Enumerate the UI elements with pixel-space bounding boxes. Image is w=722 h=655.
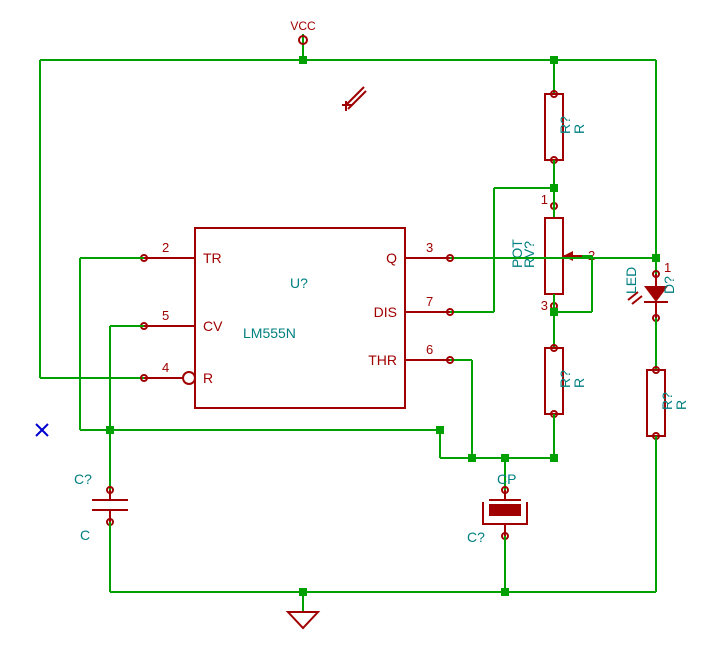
svg-text:CP: CP: [497, 471, 516, 487]
svg-text:C?: C?: [467, 529, 485, 545]
svg-text:THR: THR: [368, 352, 397, 368]
svg-text:D?: D?: [661, 276, 677, 294]
svg-text:TR: TR: [203, 250, 222, 266]
svg-text:R: R: [673, 400, 689, 410]
svg-text:R: R: [571, 378, 587, 388]
svg-text:POT: POT: [509, 239, 525, 268]
svg-text:U?: U?: [290, 275, 308, 291]
svg-text:C: C: [80, 527, 90, 543]
svg-text:VCC: VCC: [290, 19, 316, 33]
svg-text:LED: LED: [623, 267, 639, 294]
svg-text:LM555N: LM555N: [243, 325, 296, 341]
svg-text:R: R: [203, 370, 213, 386]
svg-text:6: 6: [426, 342, 433, 357]
svg-text:4: 4: [162, 360, 169, 375]
svg-text:2: 2: [162, 240, 169, 255]
svg-text:3: 3: [541, 298, 548, 313]
svg-text:1: 1: [664, 260, 671, 275]
svg-text:CV: CV: [203, 318, 223, 334]
svg-text:C?: C?: [74, 471, 92, 487]
svg-text:7: 7: [426, 294, 433, 309]
svg-text:R: R: [571, 124, 587, 134]
svg-text:5: 5: [162, 308, 169, 323]
svg-text:Q: Q: [386, 250, 397, 266]
svg-text:1: 1: [541, 192, 548, 207]
svg-text:DIS: DIS: [374, 304, 397, 320]
svg-text:3: 3: [426, 240, 433, 255]
